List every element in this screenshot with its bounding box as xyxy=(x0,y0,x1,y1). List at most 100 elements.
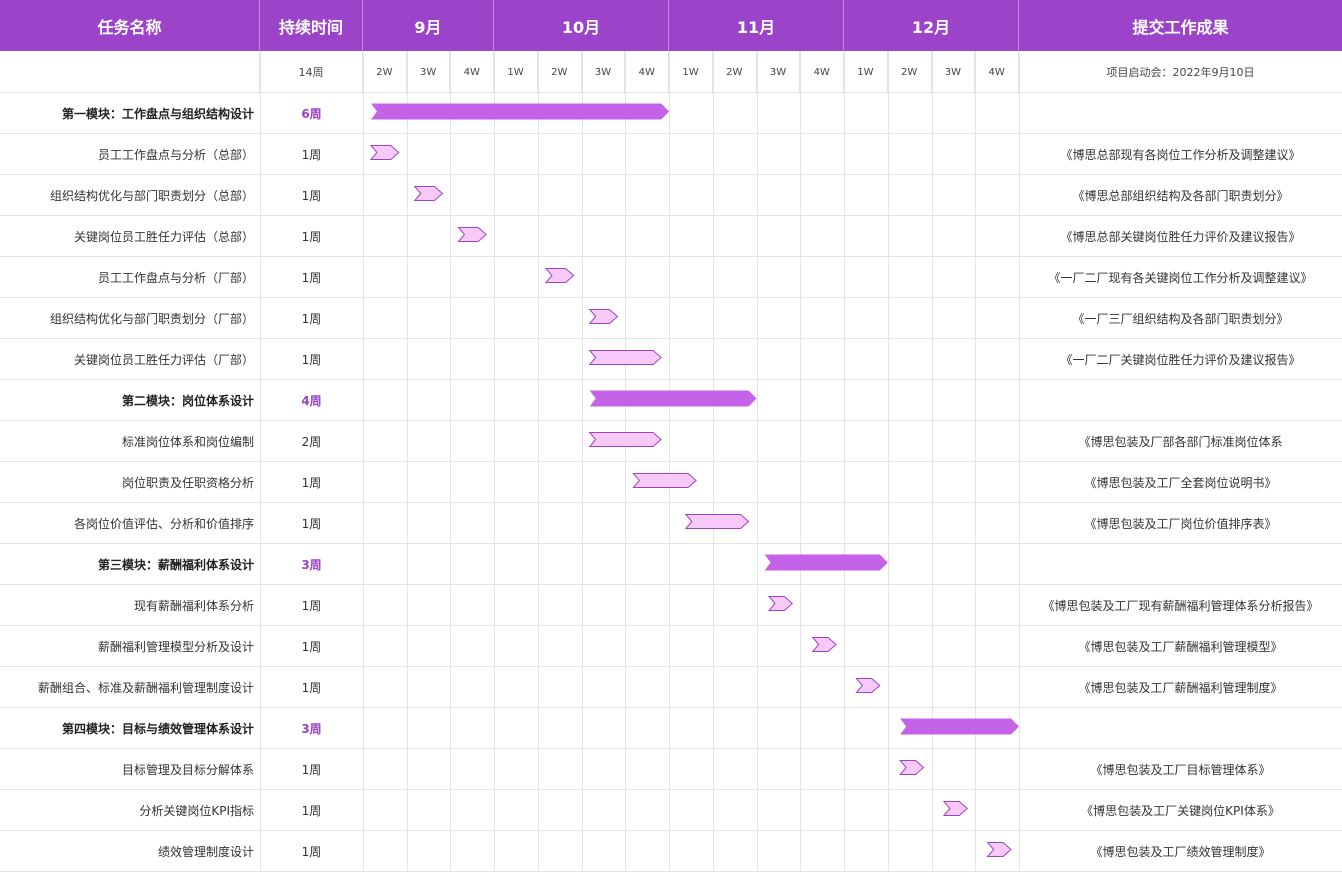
grid-line xyxy=(0,92,1342,93)
task-duration: 1周 xyxy=(301,312,322,326)
header-month-sep: 9月 xyxy=(363,0,494,51)
grid-line xyxy=(669,51,670,872)
task-duration: 1周 xyxy=(301,517,322,531)
task-name: 目标管理及目标分解体系 xyxy=(121,763,254,777)
task-bar xyxy=(811,637,837,652)
task-name: 薪酬福利管理模型分析及设计 xyxy=(97,640,254,654)
week-label: 4W xyxy=(975,51,1019,93)
grid-line xyxy=(494,51,495,872)
task-deliverable: 《博思总部关键岗位胜任力评价及建议报告》 xyxy=(1060,230,1301,244)
week-label: 4W xyxy=(800,51,845,93)
task-duration: 1周 xyxy=(301,763,322,777)
task-deliverable: 《博思包装及工厂岗位价值排序表》 xyxy=(1084,517,1277,531)
grid-line xyxy=(260,51,261,872)
task-name: 分析关键岗位KPI指标 xyxy=(139,804,254,818)
grid-line xyxy=(538,51,539,872)
task-deliverable: 《一厂二厂现有各关键岗位工作分析及调整建议》 xyxy=(1048,271,1313,285)
grid-line xyxy=(0,338,1342,339)
header-month-oct: 10月 xyxy=(494,0,669,51)
task-bar xyxy=(588,309,619,324)
grid-line xyxy=(0,461,1342,462)
task-bar xyxy=(899,760,925,775)
module-bar xyxy=(900,718,1019,735)
grid-line xyxy=(0,584,1342,585)
task-bar xyxy=(986,842,1012,857)
task-duration: 1周 xyxy=(301,681,322,695)
task-name: 组织结构优化与部门职责划分（总部） xyxy=(49,189,254,203)
task-deliverable: 《博思总部现有各岗位工作分析及调整建议》 xyxy=(1060,148,1301,162)
task-bar xyxy=(942,801,969,816)
grid-line xyxy=(0,543,1342,544)
week-label: 4W xyxy=(450,51,495,93)
task-bar xyxy=(413,186,444,201)
week-label: 2W xyxy=(713,51,757,93)
grid-line xyxy=(0,789,1342,790)
task-name: 第三模块：薪酬福利体系设计 xyxy=(97,558,254,572)
task-duration: 1周 xyxy=(301,230,322,244)
subheader-blank xyxy=(0,51,260,93)
week-label: 2W xyxy=(363,51,407,93)
grid-line xyxy=(800,51,801,872)
week-label: 3W xyxy=(757,51,801,93)
task-deliverable: 《博思包装及工厂绩效管理制度》 xyxy=(1090,845,1271,859)
task-deliverable: 《博思总部组织结构及各部门职责划分》 xyxy=(1072,189,1289,203)
header-duration: 持续时间 xyxy=(260,0,363,51)
task-deliverable: 《博思包装及工厂薪酬福利管理模型》 xyxy=(1078,640,1283,654)
task-bar xyxy=(457,227,487,242)
grid-line xyxy=(0,502,1342,503)
grid-line xyxy=(0,420,1342,421)
week-label: 4W xyxy=(625,51,670,93)
week-label: 1W xyxy=(844,51,888,93)
grid-line xyxy=(0,666,1342,667)
task-duration: 2周 xyxy=(301,435,322,449)
grid-line xyxy=(713,51,714,872)
task-duration: 4周 xyxy=(301,394,322,408)
task-duration: 3周 xyxy=(301,722,322,736)
header-month-dec: 12月 xyxy=(844,0,1019,51)
task-duration: 3周 xyxy=(301,558,322,572)
grid-line xyxy=(0,256,1342,257)
grid-line xyxy=(450,51,451,872)
task-deliverable xyxy=(1019,708,1342,749)
task-bar xyxy=(369,145,400,160)
task-deliverable: 《一厂二厂关键岗位胜任力评价及建议报告》 xyxy=(1060,353,1301,367)
week-label: 3W xyxy=(932,51,976,93)
grid-line xyxy=(0,625,1342,626)
grid-line xyxy=(975,51,976,872)
week-label: 2W xyxy=(538,51,582,93)
task-duration: 1周 xyxy=(301,640,322,654)
grid-line xyxy=(0,379,1342,380)
task-deliverable xyxy=(1019,380,1342,421)
task-deliverable: 《一厂三厂组织结构及各部门职责划分》 xyxy=(1072,312,1289,326)
grid-line xyxy=(1019,51,1020,872)
task-duration: 1周 xyxy=(301,845,322,859)
task-name: 员工工作盘点与分析（厂部） xyxy=(97,271,254,285)
grid-line xyxy=(0,297,1342,298)
task-name: 组织结构优化与部门职责划分（厂部） xyxy=(49,312,254,326)
task-duration: 1周 xyxy=(301,476,322,490)
grid-line xyxy=(0,830,1342,831)
week-label: 3W xyxy=(407,51,451,93)
task-deliverable: 《博思包装及工厂薪酬福利管理制度》 xyxy=(1078,681,1283,695)
task-name: 关键岗位员工胜任力评估（厂部） xyxy=(73,353,254,367)
grid-line xyxy=(0,215,1342,216)
task-name: 各岗位价值评估、分析和价值排序 xyxy=(73,517,254,531)
grid-line xyxy=(0,748,1342,749)
task-duration: 1周 xyxy=(301,148,322,162)
grid-line xyxy=(363,51,364,872)
week-label: 1W xyxy=(669,51,713,93)
task-name: 第四模块：目标与绩效管理体系设计 xyxy=(61,722,254,736)
task-name: 关键岗位员工胜任力评估（总部） xyxy=(73,230,254,244)
task-duration: 1周 xyxy=(301,271,322,285)
task-bar xyxy=(767,596,794,611)
task-deliverable: 《博思包装及工厂目标管理体系》 xyxy=(1090,763,1271,777)
task-duration: 1周 xyxy=(301,189,322,203)
grid-line xyxy=(757,51,758,872)
module-bar xyxy=(764,554,888,571)
grid-line xyxy=(932,51,933,872)
header-deliverable: 提交工作成果 xyxy=(1019,0,1342,51)
task-name: 岗位职责及任职资格分析 xyxy=(121,476,254,490)
task-deliverable: 《博思包装及工厂关键岗位KPI体系》 xyxy=(1081,804,1280,818)
week-label: 1W xyxy=(494,51,538,93)
task-deliverable xyxy=(1019,93,1342,134)
